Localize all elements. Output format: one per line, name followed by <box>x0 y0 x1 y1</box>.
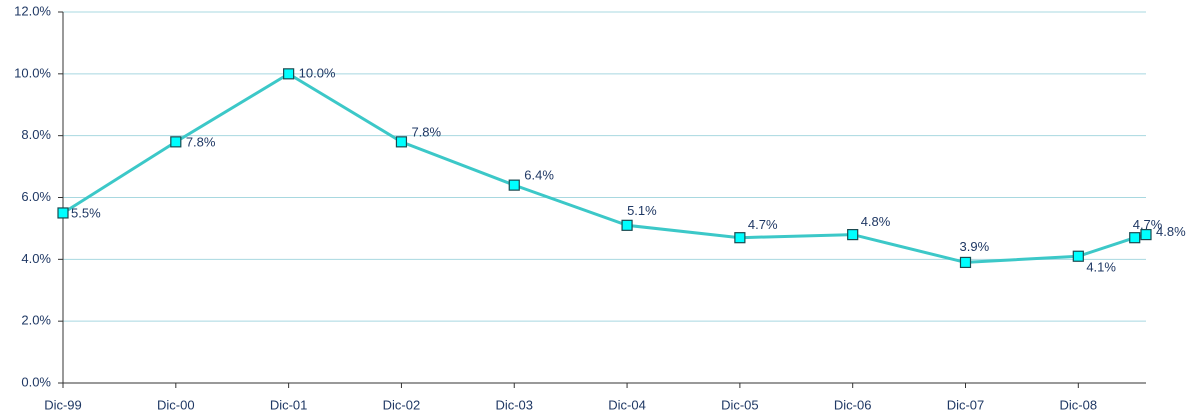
data-label: 4.7% <box>1133 217 1163 232</box>
x-tick-label: Dic-04 <box>608 397 646 412</box>
data-label: 4.1% <box>1086 260 1116 275</box>
marker <box>1140 229 1152 241</box>
x-tick-label: Dic-05 <box>721 397 759 412</box>
marker <box>170 136 182 148</box>
y-tick-label: 4.0% <box>21 251 51 266</box>
y-tick-label: 8.0% <box>21 127 51 142</box>
data-label: 7.8% <box>186 134 216 149</box>
marker <box>395 136 408 148</box>
marker <box>283 68 295 80</box>
y-tick-label: 12.0% <box>14 3 51 18</box>
data-label: 4.7% <box>748 217 778 232</box>
y-tick-label: 10.0% <box>14 65 51 80</box>
marker <box>1072 250 1084 262</box>
data-label: 5.1% <box>627 203 657 218</box>
marker <box>959 256 972 269</box>
x-tick-label: Dic-08 <box>1060 397 1098 412</box>
data-label: 4.8% <box>861 214 891 229</box>
x-tick-label: Dic-01 <box>270 397 308 412</box>
marker <box>734 232 746 244</box>
x-tick-label: Dic-06 <box>834 397 872 412</box>
x-tick-label: Dic-03 <box>495 397 533 412</box>
y-tick-label: 2.0% <box>21 313 51 328</box>
x-tick-label: Dic-99 <box>44 397 82 412</box>
marker <box>847 229 859 241</box>
marker <box>508 179 520 191</box>
x-tick-label: Dic-00 <box>157 397 195 412</box>
marker <box>621 219 633 231</box>
data-line <box>62 72 1147 264</box>
data-label: 7.8% <box>411 124 441 139</box>
y-tick-label: 6.0% <box>21 189 51 204</box>
x-tick-label: Dic-02 <box>383 397 421 412</box>
data-label: 3.9% <box>960 239 990 254</box>
data-label: 4.8% <box>1156 224 1186 239</box>
data-label: 5.5% <box>71 205 101 220</box>
data-label: 6.4% <box>524 168 554 183</box>
y-tick-label: 0.0% <box>21 374 51 389</box>
data-label: 10.0% <box>299 65 336 80</box>
marker <box>57 207 69 219</box>
marker <box>1129 232 1141 244</box>
x-tick-label: Dic-07 <box>947 397 985 412</box>
